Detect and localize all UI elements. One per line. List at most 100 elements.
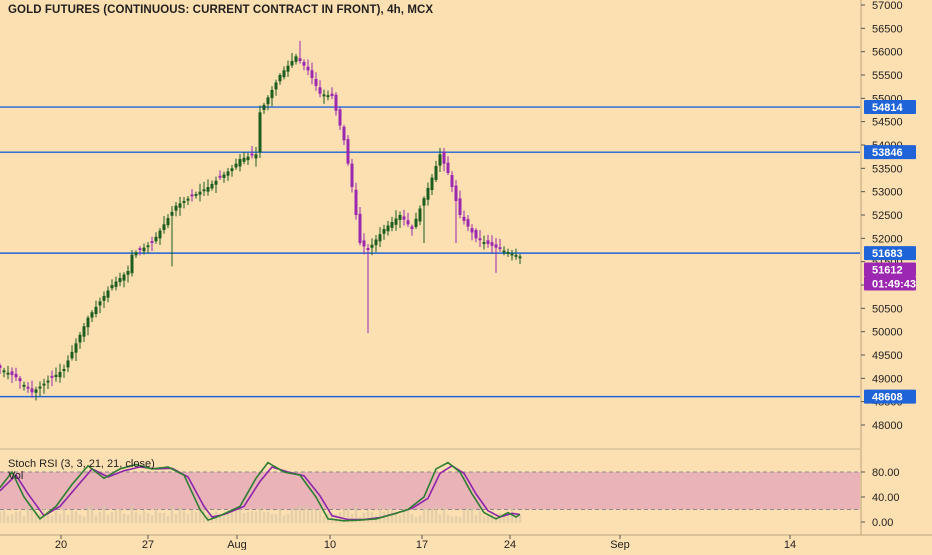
candle-body	[202, 189, 206, 192]
candle-body	[30, 388, 34, 393]
volume-bar	[442, 507, 446, 523]
candle-body	[138, 248, 142, 250]
volume-bar	[470, 506, 474, 523]
volume-bar	[46, 509, 50, 523]
candle-body	[54, 374, 58, 377]
candle-body	[190, 194, 194, 197]
countdown-tag-bg	[864, 276, 916, 291]
candle-body	[414, 218, 418, 227]
volume-bar	[458, 516, 462, 523]
candle-body	[438, 154, 442, 166]
volume-bar	[166, 516, 170, 523]
volume-bar	[226, 512, 230, 523]
candle-body	[470, 228, 474, 233]
candle-body	[82, 326, 86, 337]
price-tick-label: 48000	[872, 420, 903, 432]
volume-bar	[162, 512, 166, 523]
volume-bar	[222, 516, 226, 523]
volume-bar	[98, 511, 102, 523]
volume-bar	[186, 514, 190, 523]
candle-body	[22, 384, 26, 387]
candle-body	[210, 183, 214, 189]
volume-bar	[394, 511, 398, 523]
candle-body	[382, 229, 386, 234]
price-tick-label: 49500	[872, 350, 903, 362]
level-tag-bg	[864, 100, 916, 115]
volume-bar	[274, 514, 278, 523]
candle-body	[518, 256, 522, 259]
volume-bar	[250, 511, 254, 523]
stoch-band	[0, 472, 860, 510]
candle-body	[166, 218, 170, 226]
level-tag-bg	[864, 246, 916, 261]
volume-bar	[142, 510, 146, 523]
volume-bar	[242, 513, 246, 523]
volume-bar	[114, 510, 118, 523]
candle-body	[430, 177, 434, 191]
candle-body	[302, 61, 306, 66]
candle-body	[238, 159, 242, 167]
candle-body	[486, 240, 490, 244]
candle-body	[154, 236, 158, 242]
candle-body	[110, 285, 114, 289]
candle-body	[0, 365, 2, 369]
candle-body	[142, 247, 146, 252]
volume-bar	[10, 514, 14, 523]
volume-bar	[106, 514, 110, 523]
volume-bar	[330, 512, 334, 523]
candle-body	[50, 375, 54, 378]
volume-bar	[422, 508, 426, 523]
volume-bar	[402, 507, 406, 523]
candle-body	[482, 242, 486, 244]
volume-bar	[82, 516, 86, 523]
candle-body	[18, 378, 22, 382]
volume-bar	[246, 511, 250, 523]
volume-bar	[182, 511, 186, 523]
volume-bar	[370, 511, 374, 523]
candle-body	[418, 208, 422, 222]
time-tick-label: 24	[504, 539, 516, 550]
candle-body	[266, 97, 270, 105]
time-tick-label: 17	[416, 539, 428, 550]
volume-bar	[306, 506, 310, 523]
volume-bar	[350, 513, 354, 523]
price-tick-label: 52500	[872, 210, 903, 222]
candle-body	[46, 380, 50, 383]
volume-bar	[518, 515, 522, 523]
volume-bar	[254, 511, 258, 523]
volume-bar	[506, 513, 510, 523]
candle-body	[326, 95, 330, 98]
price-tick-label: 56000	[872, 47, 903, 59]
candle-body	[450, 175, 454, 187]
candle-body	[158, 230, 162, 239]
volume-bar	[134, 511, 138, 523]
volume-bar	[426, 508, 430, 523]
volume-bar	[462, 510, 466, 523]
volume-bar	[290, 507, 294, 523]
volume-bar	[34, 512, 38, 523]
volume-bar	[198, 507, 202, 523]
volume-bar	[258, 506, 262, 523]
volume-bar	[366, 509, 370, 523]
candle-body	[198, 191, 202, 195]
volume-bar	[430, 509, 434, 523]
time-tick-label: 10	[324, 539, 336, 550]
candle-body	[62, 369, 66, 372]
volume-bar	[262, 511, 266, 523]
stoch-tick-label: 40.00	[872, 492, 900, 504]
volume-bar	[118, 508, 122, 523]
candle-body	[134, 252, 138, 256]
candle-body	[290, 61, 294, 66]
candle-body	[66, 360, 70, 368]
volume-bar	[6, 515, 10, 523]
volume-bar	[130, 505, 134, 523]
volume-bar	[466, 507, 470, 523]
time-tick-label: 27	[142, 539, 154, 550]
price-tick-label: 53500	[872, 163, 903, 175]
candle-body	[498, 247, 502, 250]
candle-body	[246, 156, 250, 161]
candle-body	[466, 219, 470, 227]
candle-body	[454, 185, 458, 201]
volume-bar	[314, 509, 318, 523]
